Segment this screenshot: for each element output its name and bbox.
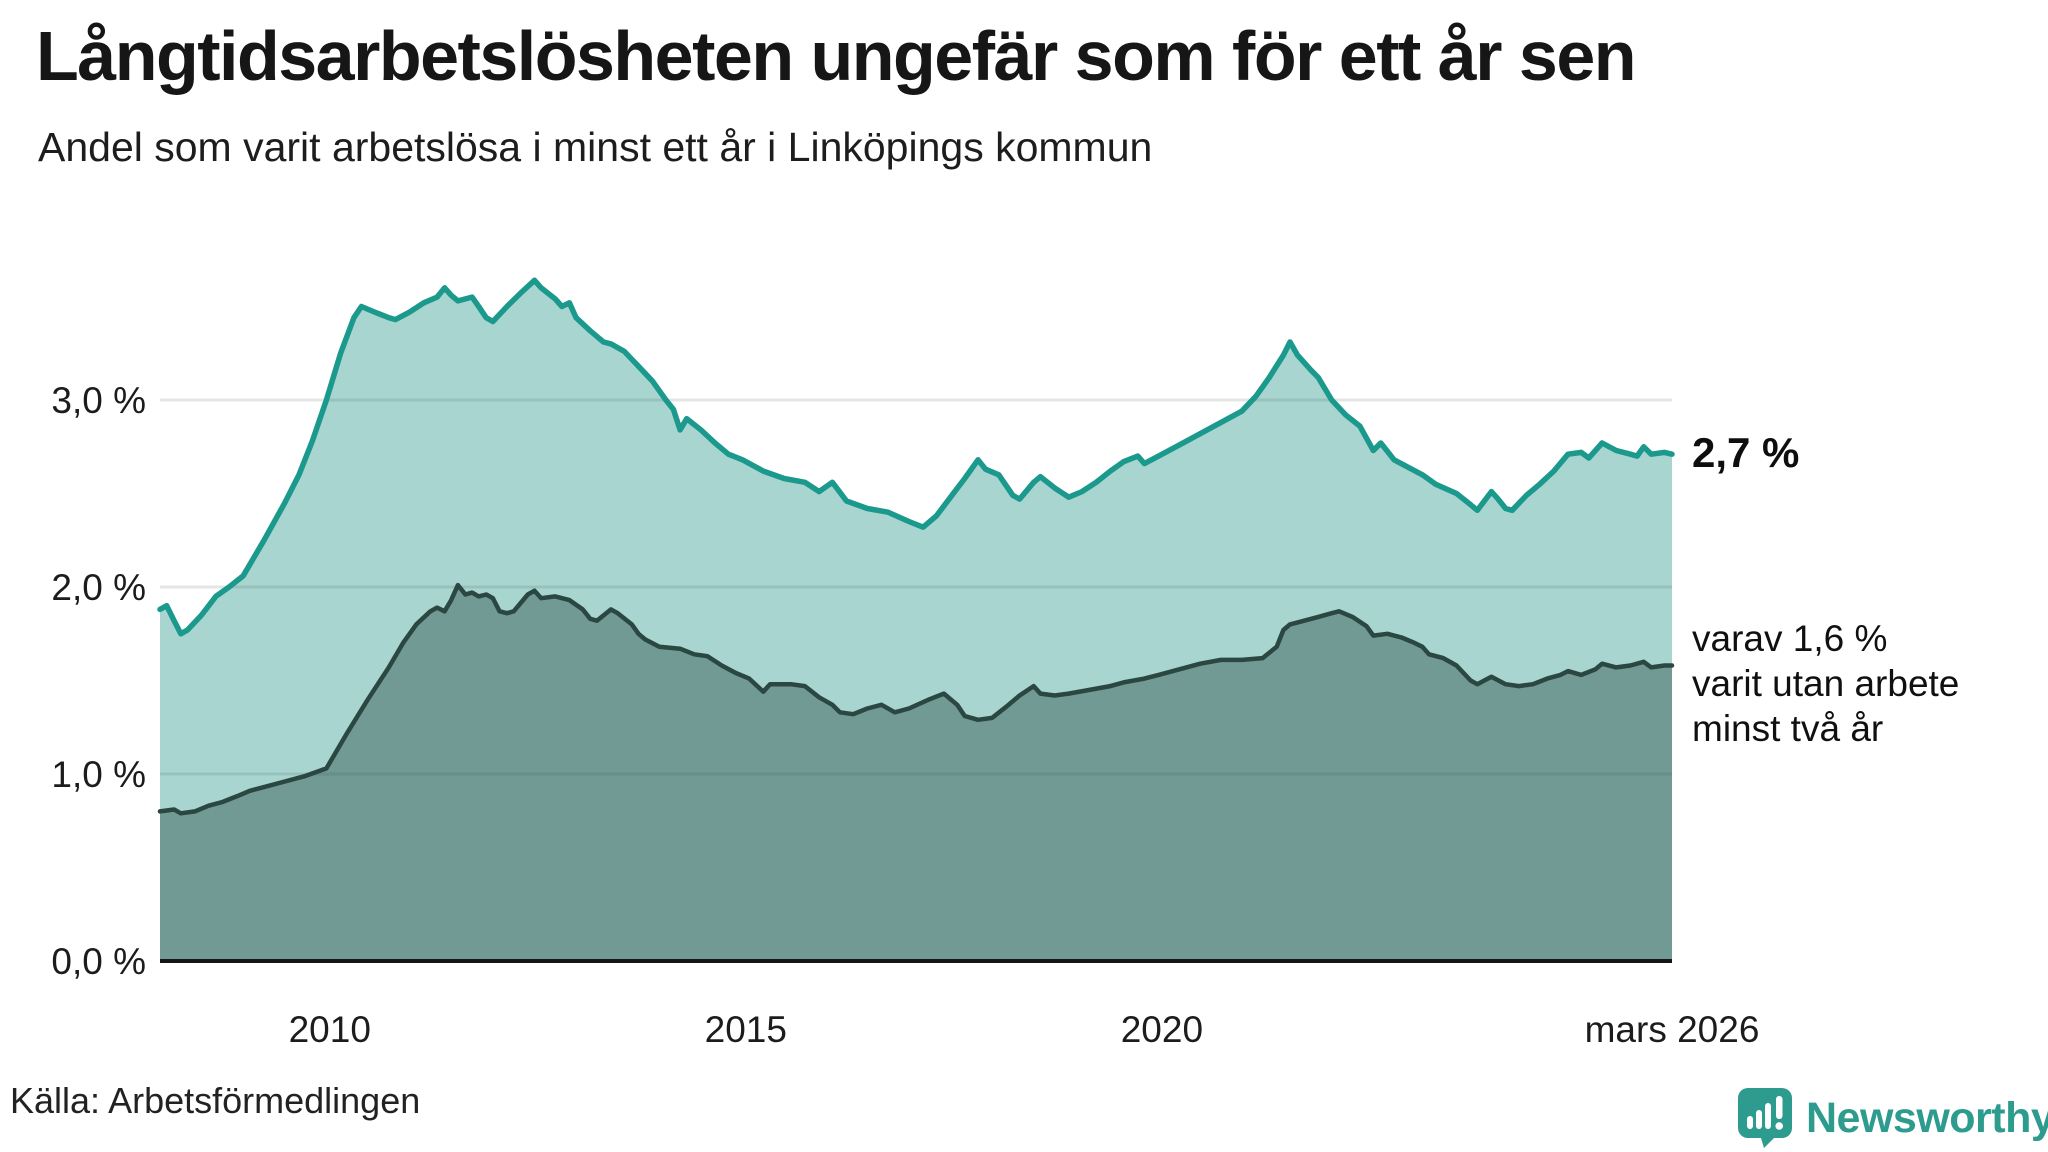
secondary-value-line1: varav 1,6 % [1692,618,1888,659]
source-credit: Källa: Arbetsförmedlingen [10,1080,421,1121]
secondary-value-line3: minst två år [1692,708,1884,749]
latest-value-label: 2,7 % [1692,429,1800,477]
x-tick-2010: 2010 [289,1009,371,1050]
line-unemployed-one-year [157,277,1675,637]
brand-wordmark: Newsworthy [1806,1093,2048,1142]
y-axis-labels: 3,0 % 2,0 % 1,0 % 0,0 % [51,380,146,982]
secondary-value-line2: varit utan arbete [1692,663,1960,704]
page-subtitle: Andel som varit arbetslösa i minst ett å… [38,124,1153,170]
y-tick-2: 2,0 % [51,567,146,608]
area-unemployed-two-years [160,585,1672,961]
x-tick-2020: 2020 [1121,1009,1203,1050]
y-tick-0: 0,0 % [51,941,146,982]
x-tick-2015: 2015 [705,1009,787,1050]
x-tick-mars-2026: mars 2026 [1585,1009,1760,1050]
x-axis-labels: 2010 2015 2020 mars 2026 [289,1009,1760,1050]
logo-exclamation-dot [1775,1122,1783,1130]
y-tick-3: 3,0 % [51,380,146,421]
newsworthy-logo-icon [1738,1088,1792,1148]
logo-exclamation-bar [1776,1096,1783,1119]
secondary-value-label: varav 1,6 % varit utan arbete minst två … [1692,616,1959,751]
gridlines [160,398,1672,776]
logo-bars-icon [1747,1096,1783,1130]
newsworthy-brand: Newsworthy [1738,1088,2048,1148]
y-tick-1: 1,0 % [51,754,146,795]
page-title: Långtidsarbetslösheten ungefär som för e… [36,17,1637,95]
line-unemployed-two-years [157,582,1675,816]
